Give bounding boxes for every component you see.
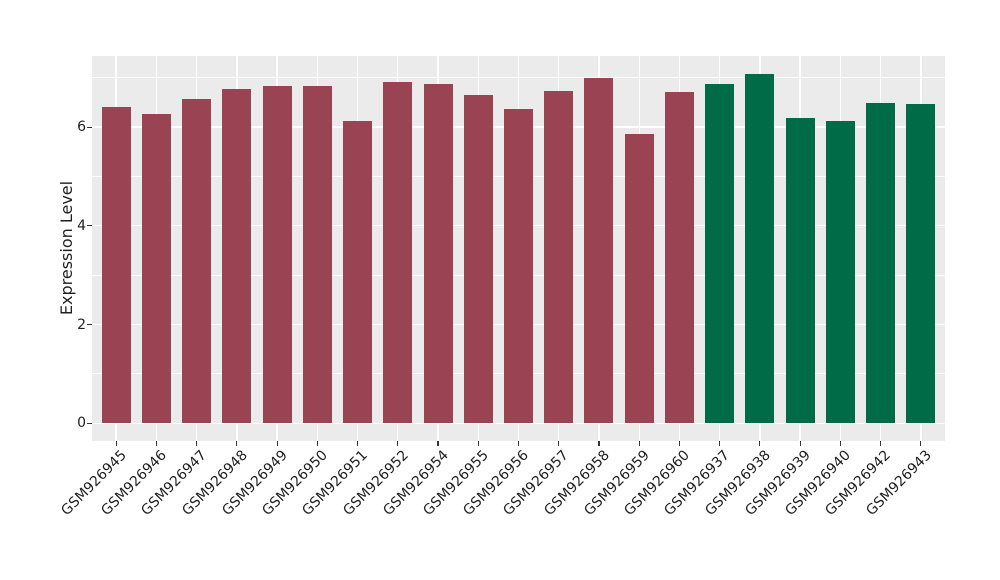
bar xyxy=(463,94,493,424)
bar xyxy=(866,102,896,424)
bar xyxy=(544,91,574,424)
x-tick-mark xyxy=(437,441,439,446)
bar xyxy=(182,98,212,424)
x-tick-mark xyxy=(276,441,278,446)
y-tick-label: 4 xyxy=(77,217,86,234)
x-tick-mark xyxy=(397,441,399,446)
bar xyxy=(302,86,332,424)
bar xyxy=(584,78,614,424)
bar xyxy=(705,83,735,424)
bar xyxy=(423,83,453,424)
gridline-minor-horizontal xyxy=(92,77,945,79)
bar xyxy=(504,109,533,424)
x-tick-mark xyxy=(558,441,560,446)
x-tick-mark xyxy=(719,441,721,446)
x-tick-mark xyxy=(678,441,680,446)
y-tick-mark xyxy=(87,225,92,227)
x-tick-mark xyxy=(357,441,359,446)
bar xyxy=(664,92,694,424)
x-tick-mark xyxy=(115,441,117,446)
y-tick-label: 6 xyxy=(77,119,86,136)
bar xyxy=(624,133,654,424)
y-tick-label: 0 xyxy=(77,415,86,432)
x-tick-mark xyxy=(155,441,157,446)
x-tick-mark xyxy=(517,441,520,446)
x-tick-mark xyxy=(799,441,801,446)
x-tick-mark xyxy=(759,441,761,446)
x-tick-mark xyxy=(920,441,922,446)
bar xyxy=(825,121,855,424)
bar xyxy=(222,88,252,424)
x-tick-mark xyxy=(839,441,841,446)
bar xyxy=(906,104,936,424)
x-tick-mark xyxy=(880,441,882,446)
y-axis-title: Expression Level xyxy=(57,180,76,316)
y-tick-label: 2 xyxy=(77,316,86,333)
bar xyxy=(101,107,131,424)
y-tick-mark xyxy=(87,323,92,326)
x-tick-mark xyxy=(598,441,600,446)
y-tick-mark xyxy=(87,422,92,424)
x-tick-mark xyxy=(638,441,640,446)
bar xyxy=(383,81,413,424)
bar xyxy=(745,74,775,424)
x-tick-mark xyxy=(316,441,318,446)
x-tick-mark xyxy=(477,441,479,446)
bar xyxy=(262,85,292,424)
bar xyxy=(141,113,171,424)
y-tick-mark xyxy=(87,126,92,128)
x-tick-mark xyxy=(236,441,238,446)
bar xyxy=(785,117,815,424)
x-tick-mark xyxy=(196,441,198,446)
bar xyxy=(343,120,373,424)
